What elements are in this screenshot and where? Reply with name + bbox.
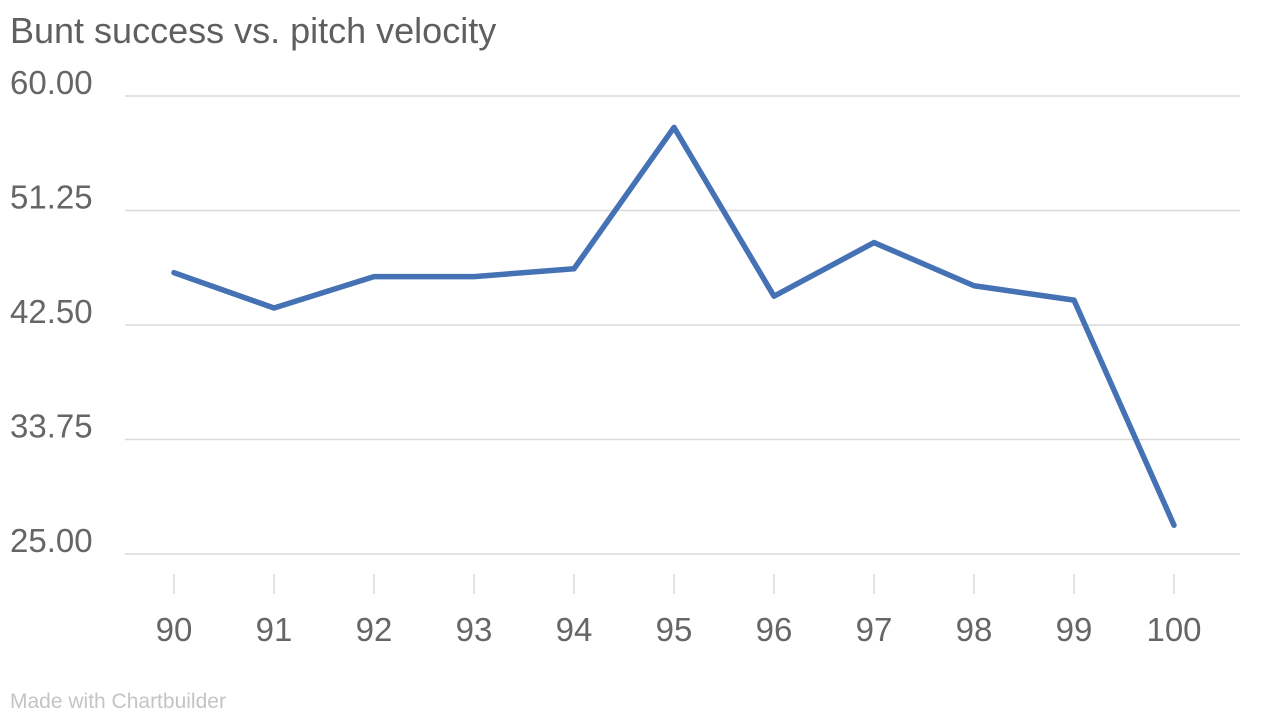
data-point bbox=[1071, 297, 1077, 303]
y-tick-label: 60.00 bbox=[10, 64, 93, 101]
data-point bbox=[1171, 522, 1177, 528]
x-tick-label: 92 bbox=[356, 611, 393, 648]
y-tick-label: 33.75 bbox=[10, 408, 93, 445]
y-tick-label: 51.25 bbox=[10, 179, 93, 216]
y-tick-label: 25.00 bbox=[10, 522, 93, 559]
x-tick-label: 96 bbox=[756, 611, 793, 648]
data-point bbox=[571, 266, 577, 272]
data-point bbox=[971, 283, 977, 289]
data-point bbox=[271, 305, 277, 311]
data-point bbox=[171, 270, 177, 276]
x-axis-ticks: 90 91 92 93 94 95 96 97 98 99 100 bbox=[156, 574, 1202, 648]
x-tick-label: 99 bbox=[1056, 611, 1093, 648]
y-tick-label: 42.50 bbox=[10, 293, 93, 330]
x-tick-label: 98 bbox=[956, 611, 993, 648]
data-point bbox=[871, 240, 877, 246]
chart-title: Bunt success vs. pitch velocity bbox=[10, 10, 497, 51]
x-tick-label: 97 bbox=[856, 611, 893, 648]
x-tick-label: 94 bbox=[556, 611, 593, 648]
y-axis-ticks: 60.00 51.25 42.50 33.75 25.00 bbox=[10, 64, 93, 559]
series-line bbox=[171, 124, 1177, 528]
grid-layer bbox=[125, 95, 1240, 555]
data-point bbox=[371, 274, 377, 280]
x-tick-label: 91 bbox=[256, 611, 293, 648]
x-tick-label: 95 bbox=[656, 611, 693, 648]
data-point bbox=[471, 274, 477, 280]
series-layer bbox=[171, 124, 1177, 528]
x-tick-label: 90 bbox=[156, 611, 193, 648]
x-tick-label: 93 bbox=[456, 611, 493, 648]
data-point bbox=[671, 124, 677, 130]
x-tick-label: 100 bbox=[1146, 611, 1201, 648]
chartbuilder-credit: Made with Chartbuilder bbox=[10, 690, 226, 713]
data-point bbox=[771, 293, 777, 299]
